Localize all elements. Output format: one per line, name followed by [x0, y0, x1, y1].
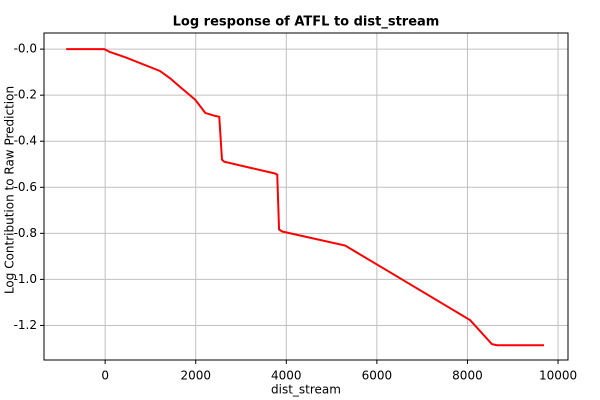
- x-tick-label: 10000: [539, 369, 577, 383]
- y-tick-label: -0.0: [14, 42, 37, 56]
- x-tick-label: 4000: [271, 369, 302, 383]
- y-tick-label: -0.6: [14, 180, 37, 194]
- x-tick-label: 2000: [180, 369, 211, 383]
- line-series: [66, 48, 544, 347]
- y-tick-label: -0.2: [14, 88, 37, 102]
- y-tick-label: -1.2: [14, 318, 37, 332]
- y-tick-label: -0.4: [14, 134, 37, 148]
- x-axis-label: dist_stream: [271, 383, 341, 397]
- y-tick-label: -0.8: [14, 226, 37, 240]
- x-tick-label: 0: [101, 369, 109, 383]
- x-tick-label: 6000: [362, 369, 393, 383]
- plot-frame: [43, 32, 569, 361]
- x-tick-label: 8000: [452, 369, 483, 383]
- y-tick-label: -1.0: [14, 272, 37, 286]
- chart-title: Log response of ATFL to dist_stream: [173, 15, 440, 30]
- y-axis-label: Log Contribution to Raw Prediction: [3, 86, 17, 294]
